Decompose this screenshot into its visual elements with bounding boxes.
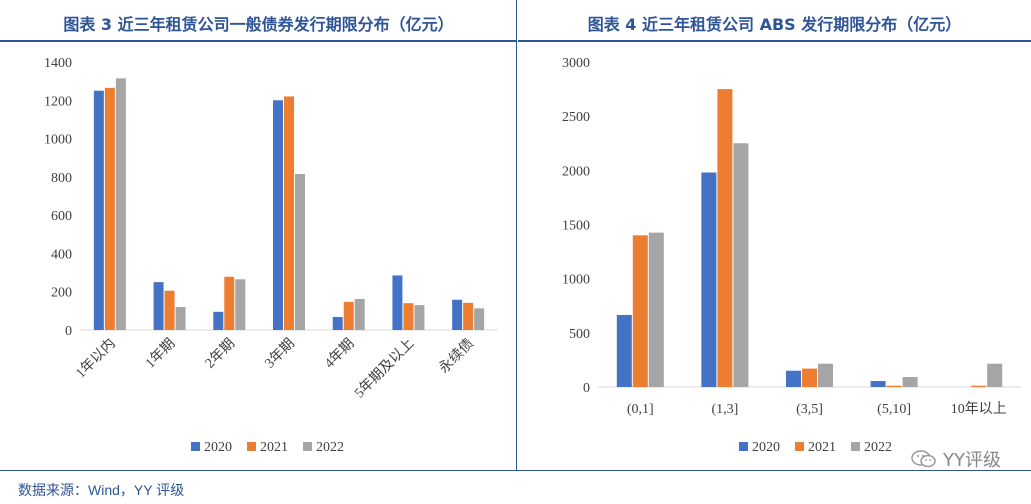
legend-label: 2021 <box>808 440 836 455</box>
bar-2020 <box>452 299 463 330</box>
y-tick-label: 1400 <box>44 56 72 71</box>
bar-2021 <box>802 368 817 387</box>
legend-label: 2021 <box>260 440 288 455</box>
y-tick-label: 0 <box>583 381 590 396</box>
legend: 2020 2021 2022 <box>191 440 344 455</box>
bar-2022 <box>175 307 186 330</box>
bar-2022 <box>295 173 305 330</box>
y-tick-label: 600 <box>51 209 72 224</box>
bar-2021 <box>717 89 733 388</box>
bar-2021 <box>886 385 902 387</box>
y-tick-label: 1200 <box>44 94 72 109</box>
legend-swatch <box>795 442 804 451</box>
legend-swatch <box>247 442 256 451</box>
y-tick-label: 1000 <box>562 273 590 288</box>
bar-2020 <box>213 311 224 330</box>
bar-2022 <box>235 279 246 330</box>
bar-2020 <box>870 381 886 387</box>
x-tick-label: 4年期 <box>321 336 357 372</box>
bar-2022 <box>902 377 918 387</box>
x-tick-label: (3,5] <box>796 402 823 417</box>
abs-term-chart: 0 500 1000 1500 2000 2500 3000 (0,1] (1,3] (3,5] (… <box>562 56 1021 455</box>
bar-2020 <box>153 282 164 330</box>
chart-title: 图表 3 近三年租赁公司一般债券发行期限分布（亿元） <box>63 15 454 34</box>
bond-term-chart: 0 200 400 600 800 1000 1200 1400 1年以内 1年期 2年期 3年期 4年… <box>44 56 498 455</box>
x-tick-label: 1年期 <box>142 336 178 372</box>
bar-2021 <box>284 96 294 330</box>
bar-2021 <box>403 303 414 330</box>
legend-swatch <box>303 442 312 451</box>
bar-2020 <box>93 90 104 330</box>
bar-2020 <box>332 316 343 330</box>
x-tick-label: (5,10] <box>877 402 911 417</box>
bar-2022 <box>987 363 1003 387</box>
y-tick-label: 1000 <box>44 133 72 148</box>
title-bar: 图表 4 近三年租赁公司 ABS 发行期限分布（亿元） <box>518 0 1031 42</box>
y-tick-label: 1500 <box>562 219 590 234</box>
bar-2021 <box>971 385 987 387</box>
bar-2020 <box>701 172 717 387</box>
y-tick-label: 2000 <box>562 164 590 179</box>
bar-2022 <box>818 363 833 387</box>
legend-label: 2022 <box>316 440 344 455</box>
chart-panel-right: 图表 4 近三年租赁公司 ABS 发行期限分布（亿元） 0 500 1000 1500… <box>518 0 1031 470</box>
x-tick-label: 3年期 <box>262 336 298 372</box>
x-tick-label: (0,1] <box>627 402 654 417</box>
bar-2021 <box>164 290 175 330</box>
bar-2022 <box>354 298 365 330</box>
chart-title: 图表 4 近三年租赁公司 ABS 发行期限分布（亿元） <box>587 15 962 34</box>
legend-swatch <box>739 442 748 451</box>
legend-swatch <box>851 442 860 451</box>
source-note: 数据来源：Wind，YY 评级 <box>18 482 185 498</box>
y-tick-label: 400 <box>51 247 72 262</box>
y-tick-label: 800 <box>51 171 72 186</box>
wechat-icon <box>911 449 937 469</box>
watermark-text: YY评级 <box>943 450 1001 471</box>
legend: 2020 2021 2022 <box>739 440 892 455</box>
panel-divider <box>516 0 517 470</box>
bar-2021 <box>104 87 115 330</box>
y-tick-label: 500 <box>569 327 590 342</box>
y-tick-label: 2500 <box>562 110 590 125</box>
x-tick-label: 5年期及以上 <box>351 336 417 402</box>
bar-2022 <box>474 308 485 330</box>
title-bar: 图表 3 近三年租赁公司一般债券发行期限分布（亿元） <box>0 0 517 42</box>
bar-2020 <box>786 370 801 387</box>
bar-2021 <box>463 302 474 330</box>
x-tick-label: 1年以内 <box>73 336 119 382</box>
chart-panel-left: 图表 3 近三年租赁公司一般债券发行期限分布（亿元） 0 200 400 600 800… <box>0 0 517 470</box>
legend-label: 2020 <box>204 440 232 455</box>
bar-2022 <box>414 305 425 330</box>
y-tick-label: 200 <box>51 286 72 301</box>
y-tick-label: 0 <box>65 324 72 339</box>
bar-2021 <box>632 235 648 387</box>
bar-2022 <box>115 78 126 330</box>
bar-2021 <box>343 301 354 330</box>
bottom-rule <box>0 470 1031 471</box>
bar-2020 <box>273 100 283 331</box>
legend-label: 2020 <box>752 440 780 455</box>
legend-swatch <box>191 442 200 451</box>
bar-2022 <box>648 232 664 387</box>
y-tick-label: 3000 <box>562 56 590 71</box>
x-tick-label: (1,3] <box>711 402 738 417</box>
watermark: YY评级 <box>911 446 1001 472</box>
x-tick-label: 永续债 <box>435 335 477 377</box>
x-tick-label: 10年以上 <box>951 401 1007 417</box>
legend-label: 2022 <box>864 440 892 455</box>
bar-2021 <box>224 276 235 330</box>
bar-2020 <box>392 275 403 330</box>
bar-2020 <box>616 314 632 387</box>
bar-2022 <box>733 143 749 387</box>
x-tick-label: 2年期 <box>202 336 238 372</box>
